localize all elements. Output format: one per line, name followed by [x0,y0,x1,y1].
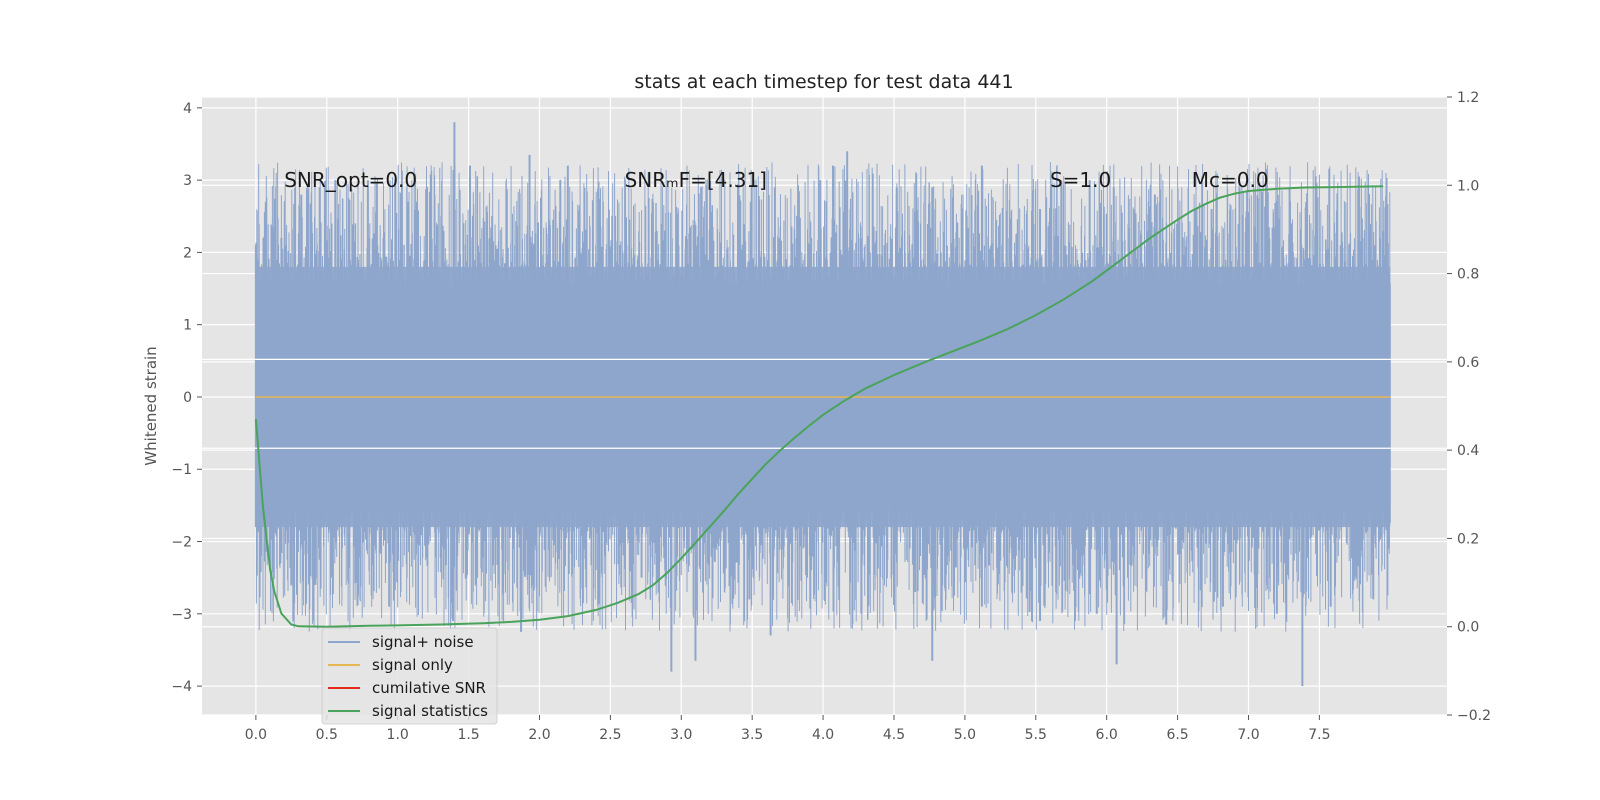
x-tick-label: 7.0 [1237,727,1259,743]
y2-tick-label: 1.0 [1457,178,1479,194]
legend-box [321,627,498,725]
annotation-text: S=1.0 [1050,168,1111,192]
y2-tick-label: 0.0 [1457,620,1479,636]
y-tick-label: 2 [183,245,192,261]
y2-tick-label: 0.4 [1457,443,1479,459]
legend: signal+ noise signal only cumilative SNR si… [321,627,498,725]
x-tick-label: 5.0 [954,727,976,743]
legend-label: signal statistics [372,702,488,720]
legend-label: cumilative SNR [372,679,486,697]
x-tick-label: 0.0 [245,727,267,743]
y-tick-label: −1 [171,462,192,478]
y-tick-label: −3 [171,607,192,623]
chart-title: stats at each timestep for test data 441 [634,71,1013,93]
annotation-text: SNR_opt=0.0 [284,168,417,192]
signal-statistics-line [254,185,1384,628]
annotation-text: Mᴄ=0.0 [1192,168,1269,192]
y-tick-label: −4 [171,679,192,695]
annotation-text: SNRₘF=[4.31] [625,168,767,192]
x-tick-label: 5.5 [1025,727,1047,743]
x-tick-label: 2.0 [528,727,550,743]
legend-label: signal only [372,656,453,674]
x-tick-label: 1.0 [387,727,409,743]
y-tick-label: 1 [183,318,192,334]
y2-tick-label: −0.2 [1457,708,1491,724]
y-axis-label: Whitened strain [142,346,160,465]
y-tick-label: −2 [171,535,192,551]
y-tick-label: 3 [183,173,192,189]
legend-label: signal+ noise [372,633,474,651]
x-tick-label: 2.5 [599,727,621,743]
axes-layer: 0.0 0.5 1.0 1.5 2.0 2.5 3.0 3.5 4.0 4.5 5.0 5.5 6.0 6… [171,90,1491,743]
x-tick-label: 0.5 [316,727,338,743]
y-tick-label: 4 [183,101,192,117]
data-layer [202,122,1447,687]
y2-tick-label: 0.6 [1457,355,1479,371]
x-tick-label: 6.5 [1166,727,1188,743]
y2-tick-label: 0.2 [1457,531,1479,547]
y-tick-label: 0 [183,390,192,406]
x-tick-label: 4.0 [812,727,834,743]
x-tick-label: 3.0 [670,727,692,743]
x-tick-label: 7.5 [1308,727,1330,743]
y2-tick-label: 0.8 [1457,267,1479,283]
x-tick-label: 1.5 [457,727,479,743]
x-tick-label: 3.5 [741,727,763,743]
x-tick-label: 6.0 [1096,727,1118,743]
annotation-layer: SNR_opt=0.0 SNRₘF=[4.31] S=1.0 Mᴄ=0.0 [284,168,1268,192]
y2-tick-label: 1.2 [1457,90,1479,106]
x-tick-label: 4.5 [883,727,905,743]
